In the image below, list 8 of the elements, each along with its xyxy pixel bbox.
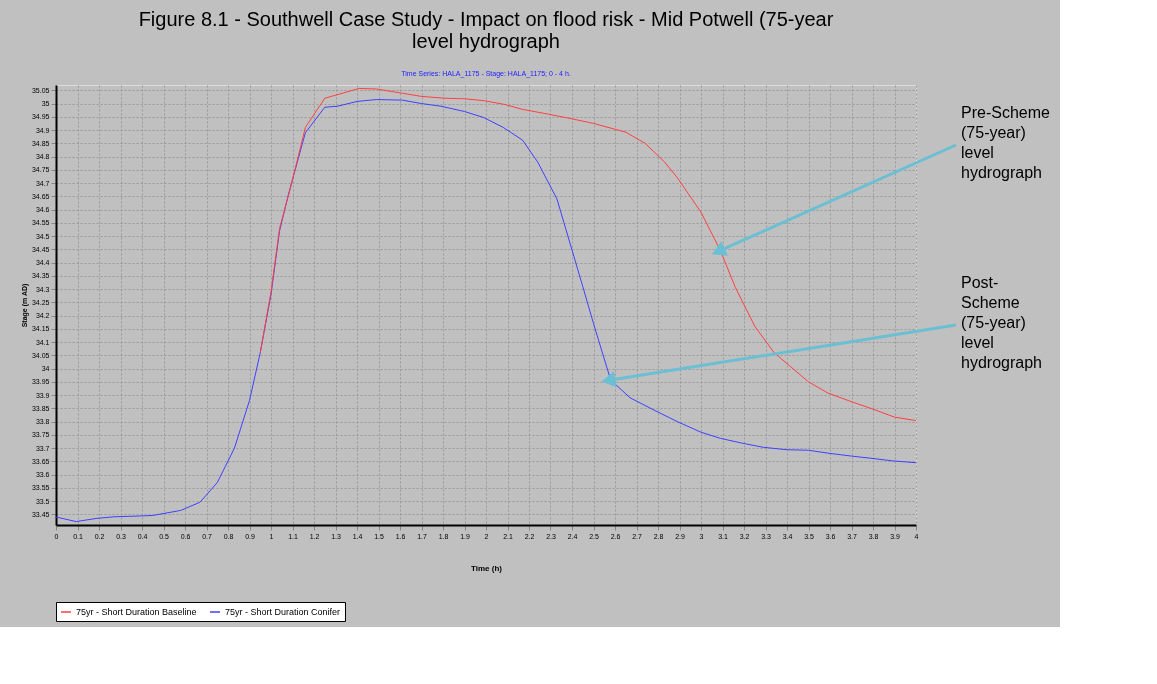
annotation: Pre-Scheme (75-year) level hydrograph [961,104,1051,181]
x-axis-title: Time (h) [471,563,503,573]
chart-title: Figure 8.1 - Southwell Case Study - Impact on flood risk - Mid Potwell (75-year level hydrograph [138,8,834,52]
line-series [259,87,917,422]
legend-label: 75yr - Short Duration Baseline [76,607,197,617]
annotation: Post-Scheme (75-year) level hydrograph [961,274,1042,371]
legend-label: 75yr - Short Duration Conifer [225,607,341,617]
line-series [55,99,917,523]
